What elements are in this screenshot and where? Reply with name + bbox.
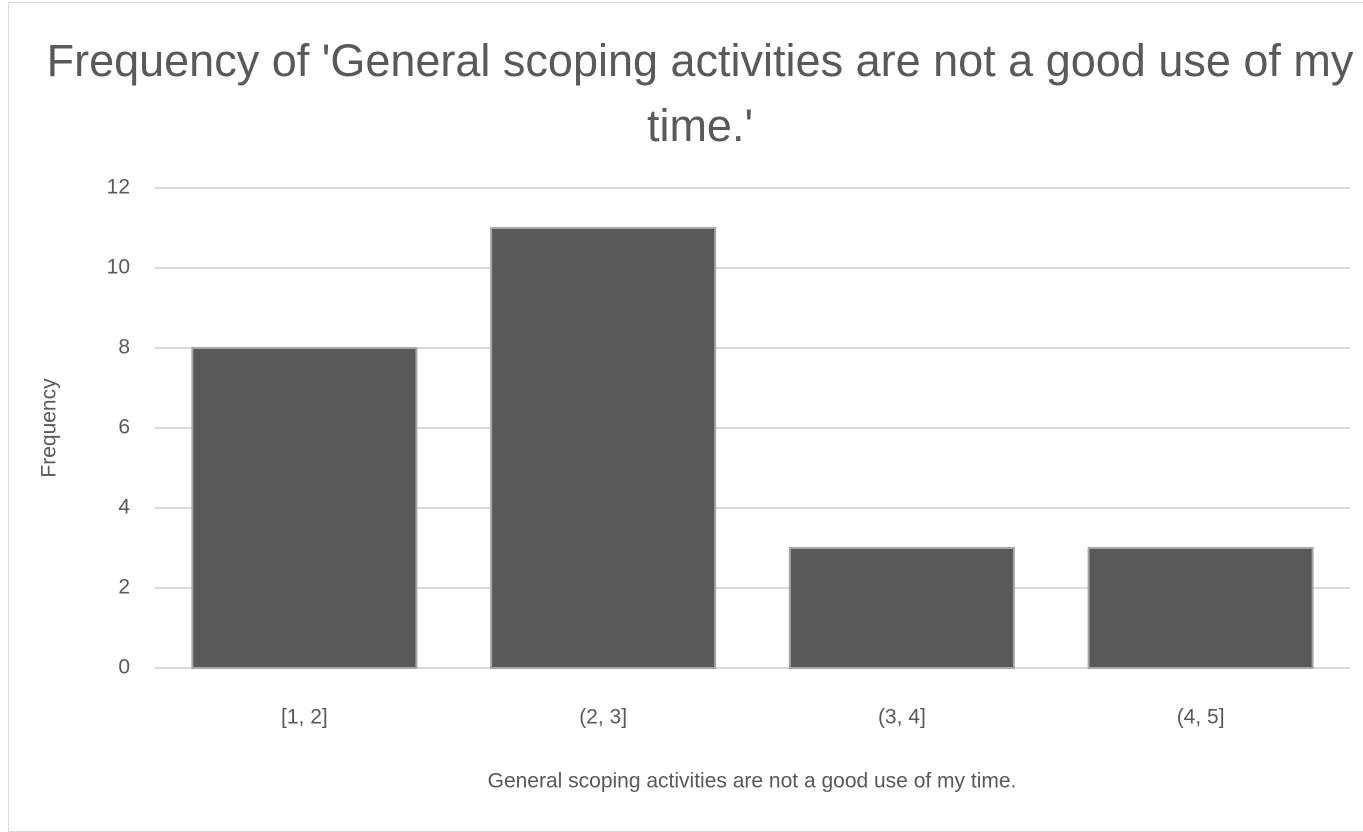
- x-tick-label: [1, 2]: [281, 706, 328, 729]
- y-tick-label: 4: [118, 496, 130, 519]
- bar: [788, 547, 1015, 669]
- chart-title: Frequency of 'General scoping activities…: [46, 35, 1354, 151]
- x-axis-label: General scoping activities are not a goo…: [488, 770, 1017, 793]
- bar: [1087, 547, 1314, 669]
- y-axis-label: Frequency: [38, 378, 61, 478]
- y-tick-label: 2: [118, 576, 130, 599]
- y-tick-label: 8: [118, 336, 130, 359]
- y-tick-label: 12: [107, 176, 130, 199]
- bar: [490, 227, 717, 669]
- y-tick-label: 10: [107, 256, 130, 279]
- y-tick-label: 0: [118, 656, 130, 679]
- x-tick-label: (3, 4]: [878, 706, 926, 729]
- x-tick-label: (2, 3]: [579, 706, 627, 729]
- x-tick-label: (4, 5]: [1177, 706, 1225, 729]
- y-tick-label: 6: [118, 416, 130, 439]
- bar: [191, 347, 418, 669]
